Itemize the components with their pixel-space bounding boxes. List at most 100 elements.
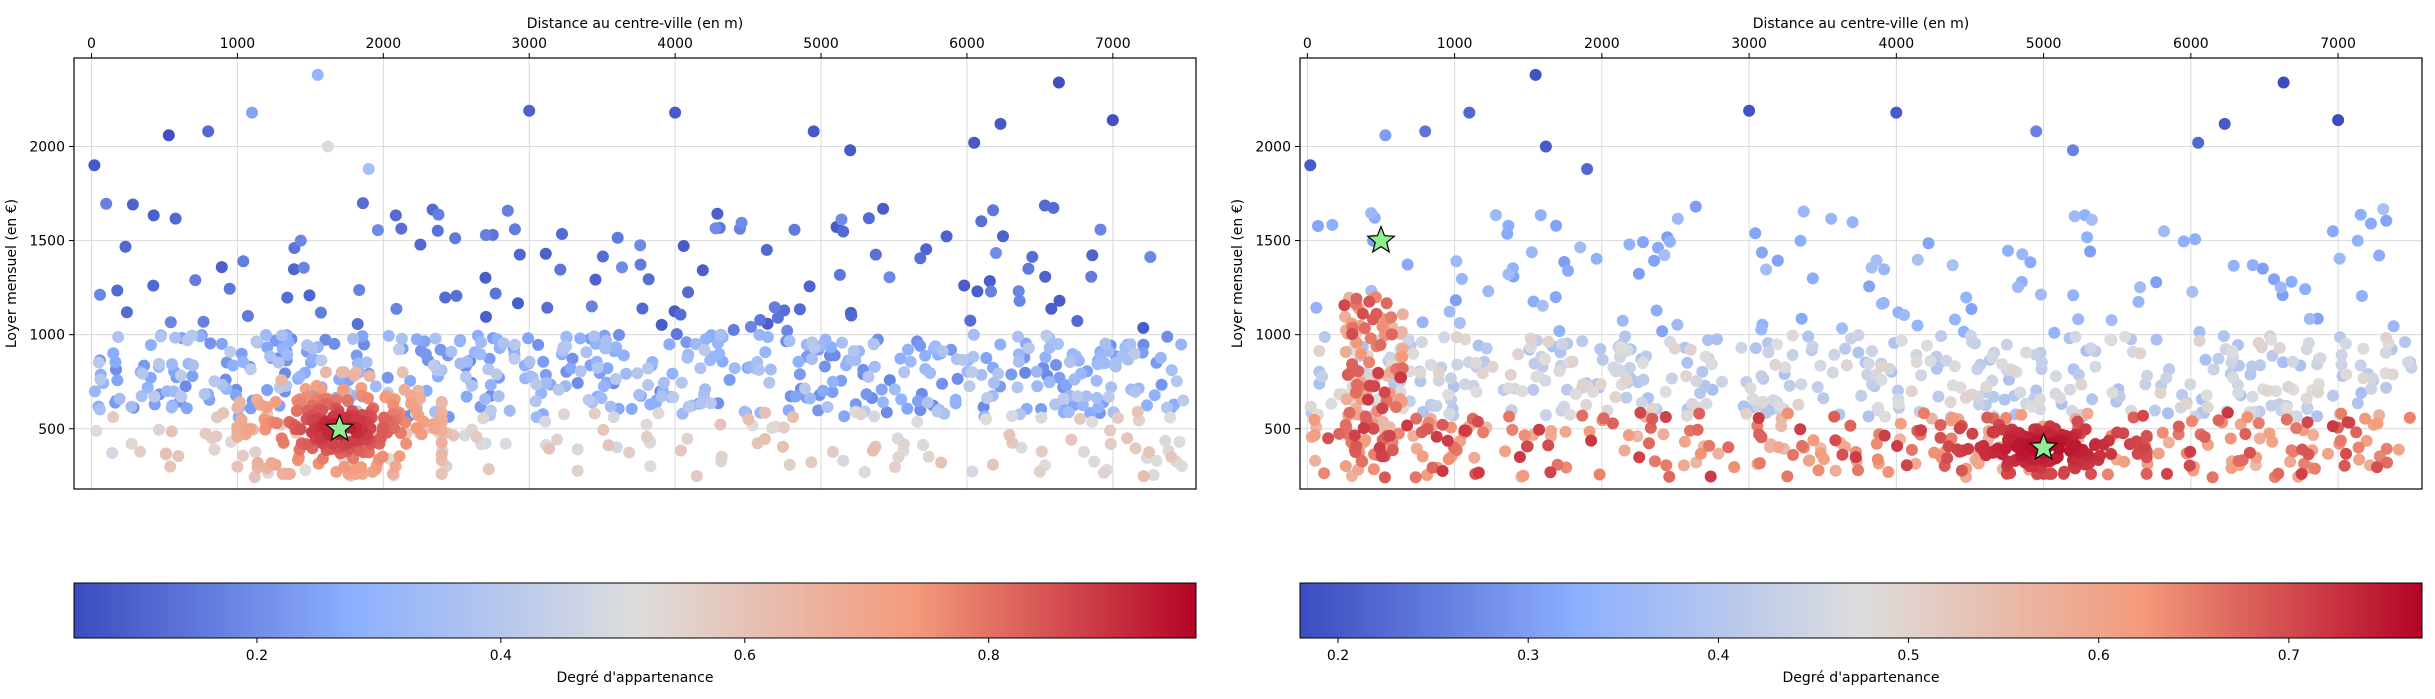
data-point xyxy=(1455,272,1468,285)
data-point xyxy=(1620,391,1633,404)
data-point xyxy=(2184,378,2197,391)
data-point xyxy=(1828,348,1841,361)
data-point xyxy=(1862,357,1875,370)
data-point xyxy=(1981,411,1994,424)
data-point xyxy=(1363,356,1376,369)
data-point xyxy=(1308,413,1321,426)
data-point xyxy=(1099,337,1112,350)
data-point xyxy=(2104,333,2117,346)
data-point xyxy=(1340,393,1353,406)
data-point xyxy=(1477,426,1490,439)
x-tick-label: 7000 xyxy=(2320,36,2356,52)
data-point xyxy=(119,240,132,253)
data-point xyxy=(2280,401,2293,414)
data-point xyxy=(1949,313,1961,326)
data-point xyxy=(1544,466,1557,479)
colorbar-label: Degré d'appartenance xyxy=(557,670,714,686)
data-point xyxy=(1325,397,1338,410)
data-point xyxy=(154,330,167,343)
data-point xyxy=(792,355,805,368)
data-point xyxy=(1664,235,1676,248)
data-point xyxy=(1671,318,1684,331)
data-point xyxy=(2123,438,2136,451)
data-point xyxy=(975,368,988,381)
data-point xyxy=(351,318,364,330)
data-point xyxy=(125,437,138,450)
data-point xyxy=(1828,410,1841,423)
data-point xyxy=(107,347,120,360)
data-point xyxy=(479,229,492,241)
data-point xyxy=(1436,418,1449,431)
data-point xyxy=(2097,438,2110,451)
data-point xyxy=(2272,467,2285,480)
data-point xyxy=(1364,332,1377,345)
data-point xyxy=(2176,388,2189,401)
data-point xyxy=(2029,348,2042,361)
data-point xyxy=(1441,434,1454,447)
data-point xyxy=(1380,297,1393,310)
data-point xyxy=(620,367,633,380)
data-point xyxy=(826,375,839,388)
data-point xyxy=(198,388,211,400)
data-point xyxy=(602,439,615,452)
data-point xyxy=(363,370,376,383)
data-point xyxy=(1355,347,1368,360)
colorbar-tick-label: 0.5 xyxy=(1897,648,1919,664)
data-point xyxy=(826,445,839,458)
data-point xyxy=(1080,390,1093,403)
data-point xyxy=(1792,398,1805,411)
data-point xyxy=(1309,454,1322,467)
data-point xyxy=(508,352,521,365)
data-point xyxy=(1052,338,1064,350)
scatter-points xyxy=(88,68,1190,484)
data-point xyxy=(742,413,755,426)
data-point xyxy=(2141,369,2154,382)
data-point xyxy=(1551,458,1564,471)
data-point xyxy=(1966,388,1979,401)
data-point xyxy=(2185,415,2198,428)
data-point xyxy=(975,215,988,228)
data-point xyxy=(1795,312,1808,325)
data-point xyxy=(1564,408,1577,421)
data-point xyxy=(1430,430,1443,443)
x-tick-label: 5000 xyxy=(803,36,839,52)
data-point xyxy=(449,232,462,245)
data-point xyxy=(1875,360,1888,373)
data-point xyxy=(1665,372,1678,385)
data-point xyxy=(958,279,971,292)
data-point xyxy=(1088,455,1101,468)
data-point xyxy=(560,330,573,343)
data-point xyxy=(1781,470,1794,483)
data-point xyxy=(1795,378,1808,391)
data-point xyxy=(1161,401,1173,414)
data-point xyxy=(1771,338,1783,351)
data-point xyxy=(231,460,244,473)
data-point xyxy=(321,140,334,153)
data-point xyxy=(2352,441,2365,454)
data-point xyxy=(588,407,601,420)
data-point xyxy=(1170,375,1183,388)
data-point xyxy=(2277,356,2290,369)
data-point xyxy=(338,461,351,473)
data-point xyxy=(1678,435,1691,448)
data-point xyxy=(1444,372,1457,385)
data-point xyxy=(2012,281,2024,293)
data-point xyxy=(1086,249,1099,262)
data-point xyxy=(1012,330,1024,343)
data-point xyxy=(1064,356,1076,368)
data-point xyxy=(1596,353,1609,366)
data-point xyxy=(1374,338,1387,351)
data-point xyxy=(435,436,448,449)
data-point xyxy=(2296,443,2309,456)
data-point xyxy=(1414,366,1427,379)
data-point xyxy=(682,400,695,413)
data-point xyxy=(758,433,771,445)
data-point xyxy=(400,437,413,450)
data-point xyxy=(1634,406,1647,419)
colorbar-tick-label: 0.4 xyxy=(1707,648,1729,664)
data-point xyxy=(164,460,177,473)
data-point xyxy=(189,274,202,287)
data-point xyxy=(1165,364,1178,377)
data-point xyxy=(389,460,402,473)
data-point xyxy=(1052,76,1065,89)
